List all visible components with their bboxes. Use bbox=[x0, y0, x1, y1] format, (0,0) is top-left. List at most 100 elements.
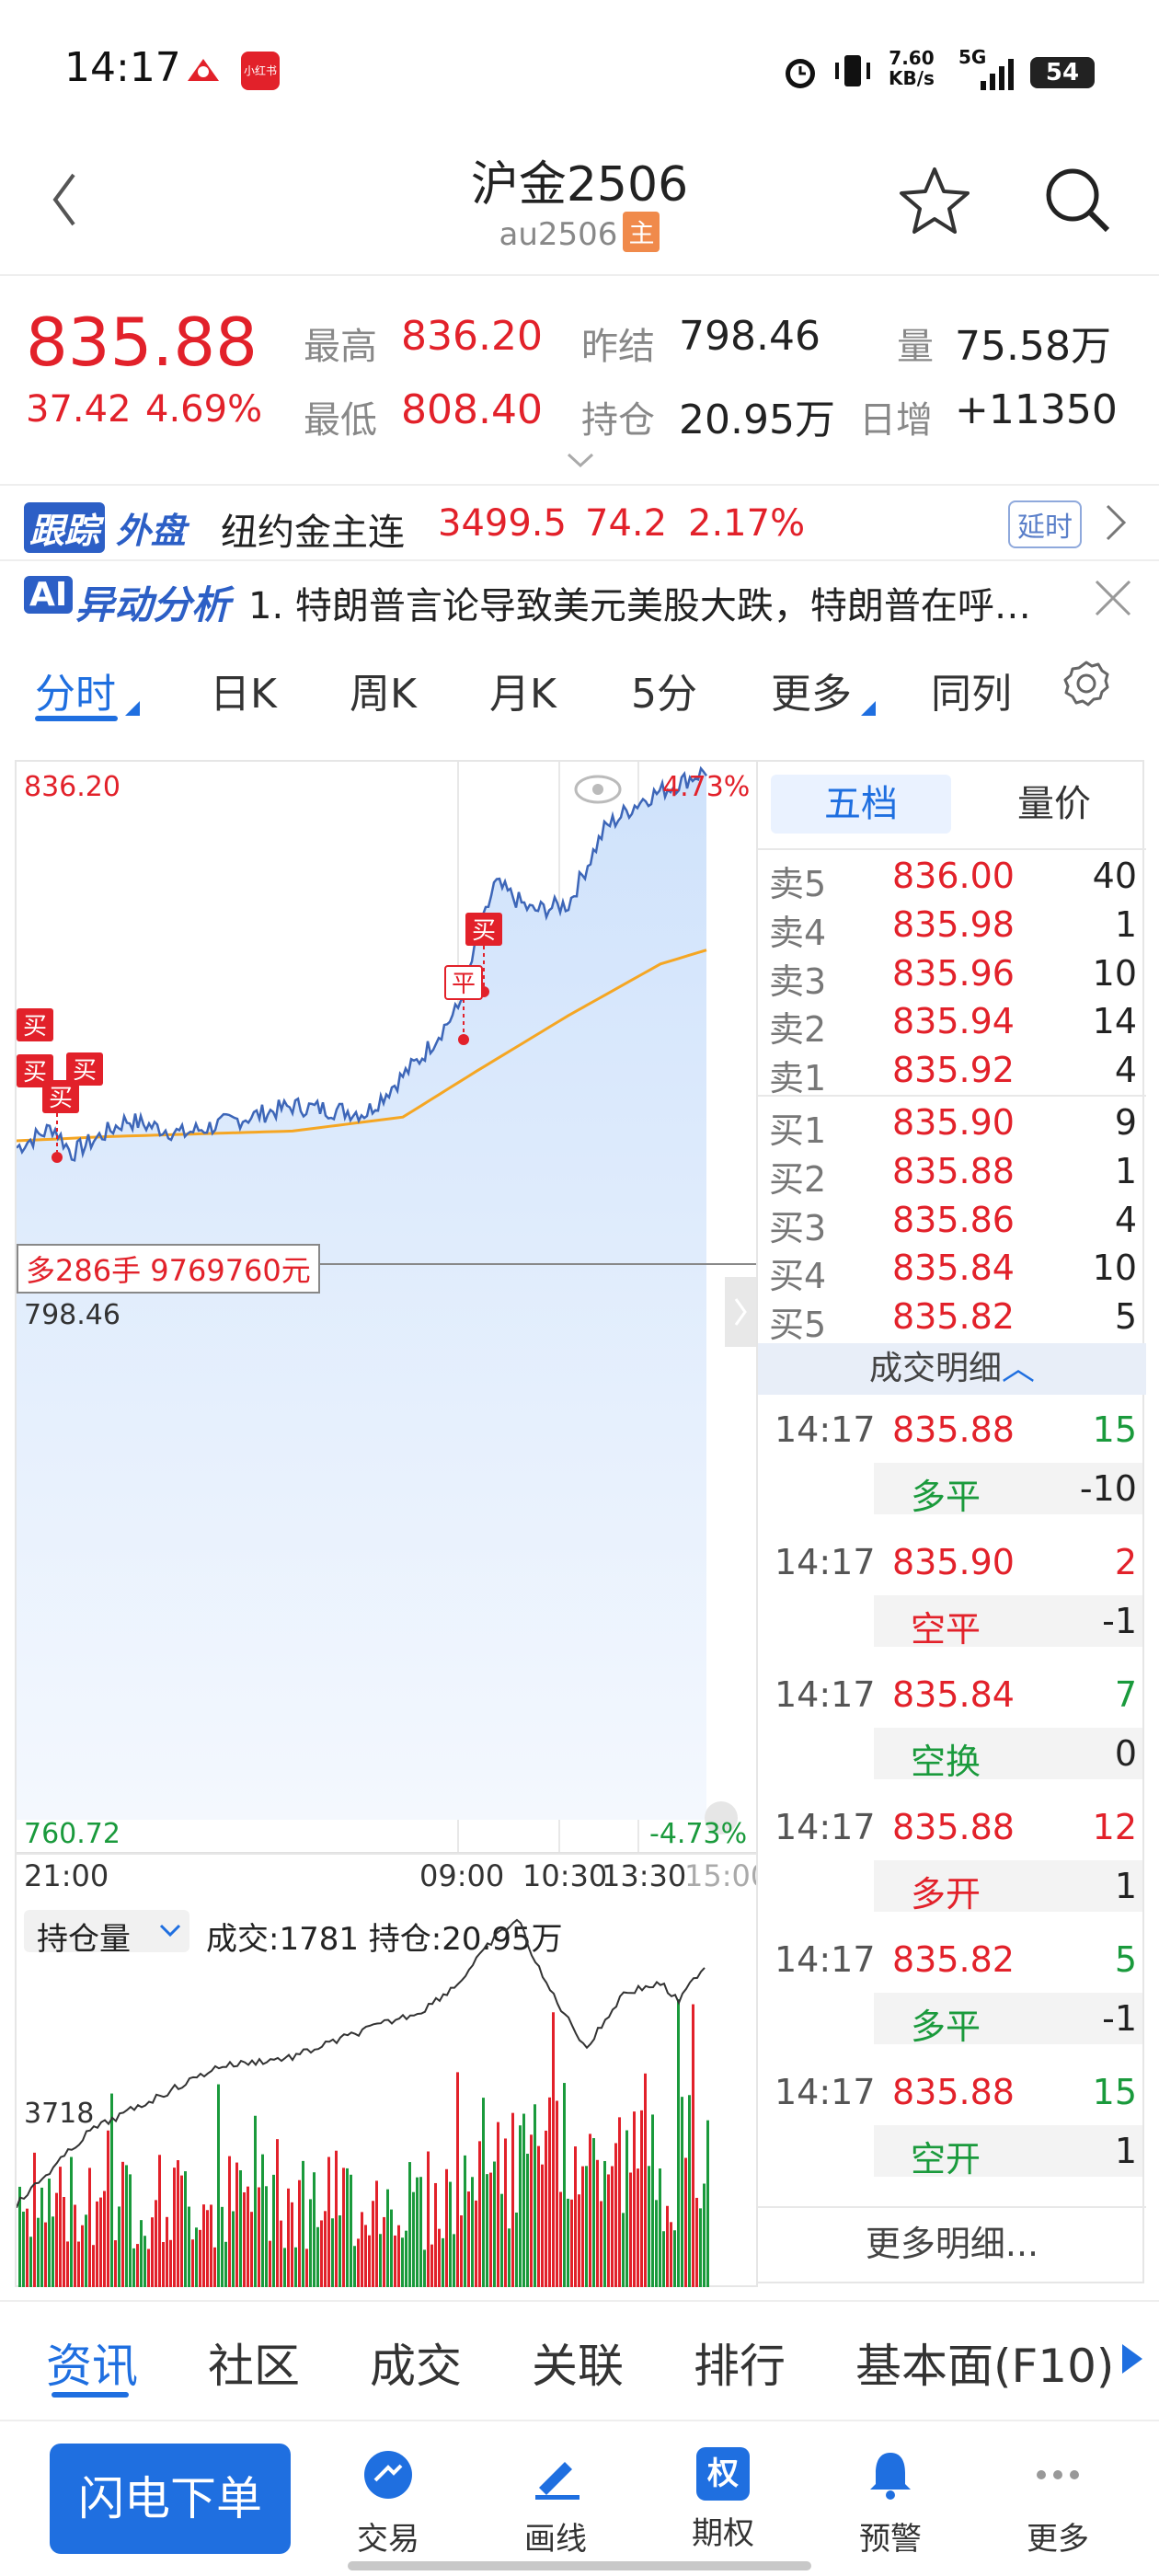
volume-bar bbox=[88, 2168, 91, 2287]
volume-bar bbox=[110, 2093, 113, 2287]
ask-level-row[interactable]: 卖2 835.94 14 bbox=[758, 997, 1146, 1050]
tab-ranking[interactable]: 排行 bbox=[694, 2340, 786, 2393]
expand-chevron-icon[interactable] bbox=[565, 451, 596, 471]
volume-bar bbox=[66, 2241, 69, 2287]
tab-more[interactable]: 更多 bbox=[771, 671, 852, 718]
bid-level-row[interactable]: 买3 835.86 4 bbox=[758, 1196, 1146, 1248]
ai-analysis-row[interactable]: AI 异动分析 1. 特朗普言论导致美元美股大跌，特朗普在呼… bbox=[0, 561, 1159, 635]
trade-qty: 2 bbox=[1114, 1542, 1137, 1582]
close-icon[interactable] bbox=[1093, 578, 1133, 618]
ask-level-row[interactable]: 卖3 835.96 10 bbox=[758, 949, 1146, 1002]
volume-bar bbox=[361, 2212, 363, 2287]
more-details-link[interactable]: 更多明细... bbox=[865, 2224, 1039, 2264]
volume-bar bbox=[287, 2188, 290, 2287]
sub-indicator-label: 持仓量 bbox=[37, 1921, 131, 1958]
tab-fundamentals[interactable]: 基本面(F10) bbox=[855, 2340, 1115, 2393]
bid-level-row[interactable]: 买2 835.88 1 bbox=[758, 1147, 1146, 1200]
tab-related[interactable]: 关联 bbox=[532, 2340, 624, 2393]
volume-bar bbox=[559, 2191, 562, 2287]
eye-icon[interactable] bbox=[574, 775, 622, 804]
volume-bar bbox=[265, 2186, 268, 2287]
bid-level-row[interactable]: 买4 835.84 10 bbox=[758, 1244, 1146, 1296]
trade-detail-header[interactable]: 成交明细︿ bbox=[758, 1343, 1146, 1395]
marker-buy-1[interactable]: 买 bbox=[17, 1008, 53, 1041]
settings-gear-icon[interactable] bbox=[1060, 657, 1113, 710]
volume-bar bbox=[625, 2130, 628, 2287]
volume-bar bbox=[434, 2182, 437, 2287]
marker-close-position[interactable]: 平 bbox=[444, 965, 483, 1045]
scroll-right-icon[interactable] bbox=[1119, 2340, 1146, 2377]
nav-alert[interactable]: 预警 bbox=[835, 2447, 946, 2559]
nav-draw[interactable]: 画线 bbox=[500, 2447, 611, 2559]
tab-intraday[interactable]: 分时 bbox=[35, 671, 116, 718]
tab-community[interactable]: 社区 bbox=[208, 2340, 300, 2393]
tab-five-levels[interactable]: 五档 bbox=[771, 775, 951, 834]
chart-top-pct: 4.73% bbox=[662, 771, 751, 803]
app-notification-icon: 小红书 bbox=[241, 52, 280, 90]
back-icon[interactable] bbox=[46, 167, 83, 232]
volume-bar bbox=[497, 2122, 499, 2287]
level-price: 836.00 bbox=[892, 856, 1015, 896]
marker-buy-4[interactable]: 买 bbox=[42, 1080, 79, 1163]
trade-oi-change: 0 bbox=[1114, 1733, 1137, 1774]
intraday-chart[interactable]: 买 买 买 买 买 平 bbox=[15, 760, 758, 1855]
foreign-pct: 2.17% bbox=[688, 502, 806, 545]
reset-zoom-icon[interactable] bbox=[705, 1801, 738, 1834]
tab-label: 五档 bbox=[824, 783, 898, 825]
volume-bar bbox=[140, 2220, 143, 2287]
volume-bar bbox=[607, 2174, 610, 2287]
favorite-star-icon[interactable] bbox=[898, 164, 971, 237]
volume-bar bbox=[570, 2199, 573, 2287]
signal-icon bbox=[981, 59, 1014, 90]
bid-level-row[interactable]: 买1 835.90 9 bbox=[758, 1098, 1146, 1151]
level-qty: 4 bbox=[1114, 1050, 1137, 1091]
bell-icon bbox=[870, 2453, 911, 2500]
volume-bar bbox=[578, 2194, 580, 2287]
volume-bar bbox=[136, 2244, 139, 2287]
trade-type-box: 多平 -10 bbox=[874, 1463, 1142, 1517]
tab-monthly-k[interactable]: 月K bbox=[489, 671, 557, 718]
level-price: 835.96 bbox=[892, 952, 1015, 994]
tab-weekly-k[interactable]: 周K bbox=[350, 671, 417, 718]
bid-level-row[interactable]: 买5 835.82 5 bbox=[758, 1293, 1146, 1345]
marker-buy-3[interactable]: 买 bbox=[66, 1052, 103, 1086]
volume-bar bbox=[438, 2228, 441, 2287]
ask-level-row[interactable]: 卖1 835.92 4 bbox=[758, 1046, 1146, 1098]
sub-indicator-selector[interactable]: 持仓量 bbox=[24, 1910, 189, 1958]
foreign-market-row[interactable]: 跟踪 外盘 纽约金主连 3499.5 74.2 2.17% 延时 bbox=[0, 486, 1159, 559]
volume-bar bbox=[180, 2175, 183, 2287]
chevron-right-icon[interactable] bbox=[1102, 502, 1130, 543]
tab-same-column[interactable]: 同列 bbox=[931, 671, 1012, 718]
ask-levels: 卖5 836.00 40 卖4 835.98 1 卖3 835.96 10 卖2 835.94 14 卖… bbox=[758, 852, 1146, 1098]
search-icon[interactable] bbox=[1041, 164, 1115, 237]
volume-bar bbox=[353, 2246, 356, 2287]
volume-bar bbox=[206, 2210, 209, 2287]
net-speed: 7.60 KB/s bbox=[889, 47, 935, 89]
volume-bar bbox=[33, 2152, 36, 2287]
nav-trade[interactable]: 交易 bbox=[333, 2447, 443, 2559]
sub-chart[interactable]: 持仓量 成交:1781 持仓:20.95万 3718 bbox=[15, 1901, 758, 2287]
tab-news[interactable]: 资讯 bbox=[46, 2340, 138, 2393]
chart-canvas[interactable]: 买 买 买 买 买 平 bbox=[17, 762, 756, 1853]
tab-trades[interactable]: 成交 bbox=[370, 2340, 462, 2393]
quick-order-button[interactable]: 闪电下单 bbox=[50, 2444, 291, 2554]
volume-bar bbox=[478, 2141, 481, 2287]
nav-more[interactable]: 更多 bbox=[1003, 2447, 1113, 2559]
nav-label: 预警 bbox=[859, 2521, 922, 2558]
tab-volume-price[interactable]: 量价 bbox=[973, 775, 1135, 834]
nav-options[interactable]: 权 期权 bbox=[668, 2447, 778, 2553]
volume-bar bbox=[224, 2241, 227, 2287]
volume-bar bbox=[254, 2115, 257, 2287]
trade-time: 14:17 bbox=[775, 1939, 876, 1980]
trade-type-box: 空换 0 bbox=[874, 1728, 1142, 1782]
tab-daily-k[interactable]: 日K bbox=[210, 671, 277, 718]
volume-bar bbox=[228, 2156, 231, 2287]
ask-level-row[interactable]: 卖5 836.00 40 bbox=[758, 852, 1146, 904]
ask-level-row[interactable]: 卖4 835.98 1 bbox=[758, 901, 1146, 953]
price-area-fill bbox=[17, 768, 706, 1820]
trade-price: 835.82 bbox=[892, 1939, 1015, 1980]
expand-panel-icon[interactable] bbox=[725, 1277, 756, 1347]
volume-bar bbox=[309, 2199, 312, 2287]
time-label: 13:30 bbox=[602, 1858, 687, 1893]
tab-5min[interactable]: 5分 bbox=[631, 671, 697, 718]
